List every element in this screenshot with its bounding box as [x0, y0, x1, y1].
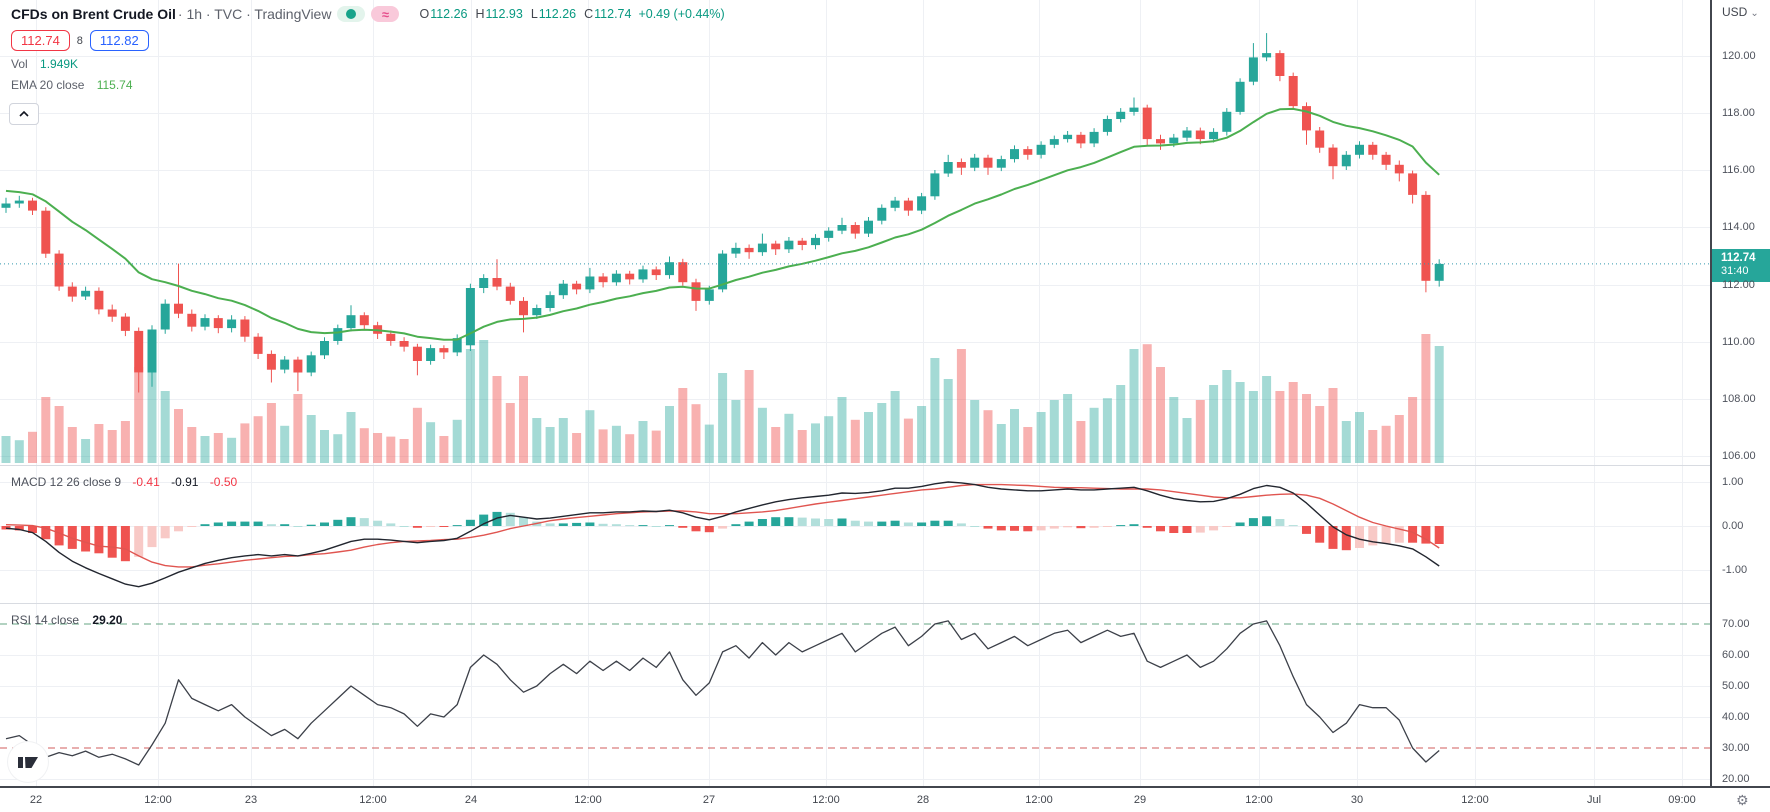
price-axis-tick: 60.00: [1722, 649, 1750, 661]
price-axis[interactable]: USD ⌄ 112.74 31:40 120.00 118.00 116.00 114.…: [1710, 0, 1770, 786]
time-axis-tick: 12:00: [574, 794, 602, 806]
collapse-legend-button[interactable]: [9, 103, 39, 125]
time-axis-tick: 12:00: [812, 794, 840, 806]
price-axis-tick: 116.00: [1722, 164, 1755, 176]
change-value: +0.49 (+0.44%): [638, 7, 725, 21]
price-axis-tick: 70.00: [1722, 618, 1750, 630]
chevron-down-icon: ⌄: [1750, 8, 1759, 19]
bar-countdown: 31:40: [1721, 265, 1749, 277]
price-axis-tick: 1.00: [1722, 476, 1744, 488]
high-label: H: [475, 7, 485, 21]
volume-bars: [1, 334, 1444, 463]
gear-icon[interactable]: ⚙: [1736, 793, 1749, 809]
time-axis[interactable]: ⚙ 22 12:00 23 12:00 24 12:00 27 12:00 28 12:00 29 1…: [0, 786, 1770, 812]
candlestick-series: [1, 33, 1444, 393]
close-label: C: [584, 7, 594, 21]
time-axis-tick: 12:00: [1245, 794, 1273, 806]
macd-signal-line: [5, 483, 1440, 568]
time-axis-tick: 28: [916, 794, 930, 806]
volume-value: 1.949K: [40, 57, 79, 71]
time-axis-tick: 29: [1133, 794, 1147, 806]
price-axis-tick: 118.00: [1722, 107, 1755, 119]
rsi-value: 29.20: [92, 613, 123, 627]
time-axis-tick: 23: [244, 794, 258, 806]
time-axis-tick: 24: [464, 794, 478, 806]
open-label: O: [419, 7, 430, 21]
time-axis-tick: 22: [29, 794, 43, 806]
macd-legend[interactable]: MACD 12 26 close 9 -0.41 -0.91 -0.50: [11, 475, 237, 489]
low-label: L: [530, 7, 538, 21]
open-value: 112.26: [430, 7, 468, 21]
ema-line: [5, 107, 1440, 341]
macd-line: [5, 481, 1440, 588]
macd-histogram: [1, 511, 1444, 562]
time-axis-tick: 12:00: [1025, 794, 1053, 806]
spread-value: 8: [76, 34, 83, 47]
macd-line-value: -0.91: [171, 475, 199, 489]
green-dot-icon: [346, 9, 357, 19]
symbol-title[interactable]: CFDs on Brent Crude Oil: [11, 6, 176, 22]
close-value: 112.74: [594, 7, 632, 21]
high-value: 112.93: [485, 7, 523, 21]
price-axis-tick: -1.00: [1722, 564, 1748, 576]
macd-hist-value: -0.41: [132, 475, 160, 489]
time-axis-tick: 27: [702, 794, 716, 806]
price-axis-tick: 114.00: [1722, 221, 1755, 233]
low-value: 112.26: [538, 7, 577, 21]
chart-legend: CFDs on Brent Crude Oil · 1h · TVC · Tra…: [11, 4, 725, 92]
time-axis-tick: 12:00: [359, 794, 387, 806]
bid-ask-widget: 112.74 8 112.82: [11, 30, 149, 51]
price-axis-tick: 40.00: [1722, 711, 1750, 723]
market-status-icon[interactable]: [337, 6, 366, 22]
tradingview-logo[interactable]: [8, 742, 48, 782]
ohlc-readout: O 112.26 H 112.93 L 112.26 C 112.74 +0.49 (+…: [411, 7, 724, 21]
price-axis-tick: 106.00: [1722, 450, 1756, 462]
price-axis-tick: 112.00: [1722, 279, 1755, 291]
tradingview-logo-icon: [18, 756, 38, 768]
chevron-up-icon: [19, 110, 29, 117]
volume-label: Vol: [11, 57, 28, 71]
symbol-meta[interactable]: · 1h · TVC · TradingView: [177, 6, 332, 22]
price-axis-tick: 110.00: [1722, 336, 1755, 348]
macd-signal-value: -0.50: [209, 475, 238, 489]
ask-button[interactable]: 112.82: [89, 30, 149, 51]
rsi-title: RSI 14 close: [11, 613, 80, 627]
time-axis-tick: Jul: [1586, 794, 1602, 806]
price-axis-tick: 0.00: [1722, 520, 1744, 532]
price-axis-tick: 50.00: [1722, 680, 1750, 692]
time-axis-tick: 12:00: [144, 794, 172, 806]
rsi-legend[interactable]: RSI 14 close 29.20: [11, 613, 122, 627]
currency-selector[interactable]: USD ⌄: [1722, 5, 1759, 19]
time-axis-tick: 09:00: [1668, 794, 1696, 806]
grid-layer: [0, 0, 1710, 786]
bid-button[interactable]: 112.74: [11, 30, 70, 51]
ema-value: 115.74: [96, 78, 133, 92]
price-axis-tick: 120.00: [1722, 50, 1756, 62]
time-axis-tick: 12:00: [1461, 794, 1489, 806]
price-axis-tick: 108.00: [1722, 393, 1756, 405]
chart-canvas[interactable]: [0, 0, 1710, 812]
volume-legend[interactable]: Vol 1.949K: [11, 57, 78, 71]
price-axis-tick: 20.00: [1722, 773, 1750, 785]
ema-label: EMA 20 close: [11, 78, 85, 92]
currency-label: USD: [1722, 5, 1748, 19]
rsi-line: [5, 620, 1440, 766]
macd-title: MACD 12 26 close 9: [11, 475, 122, 489]
delayed-data-icon[interactable]: ≈: [371, 6, 400, 22]
time-axis-tick: 30: [1350, 794, 1364, 806]
last-price-badge: 112.74 31:40: [1712, 249, 1770, 282]
price-axis-tick: 30.00: [1722, 742, 1750, 754]
ema-legend[interactable]: EMA 20 close 115.74: [11, 78, 133, 92]
last-price-value: 112.74: [1721, 252, 1756, 264]
